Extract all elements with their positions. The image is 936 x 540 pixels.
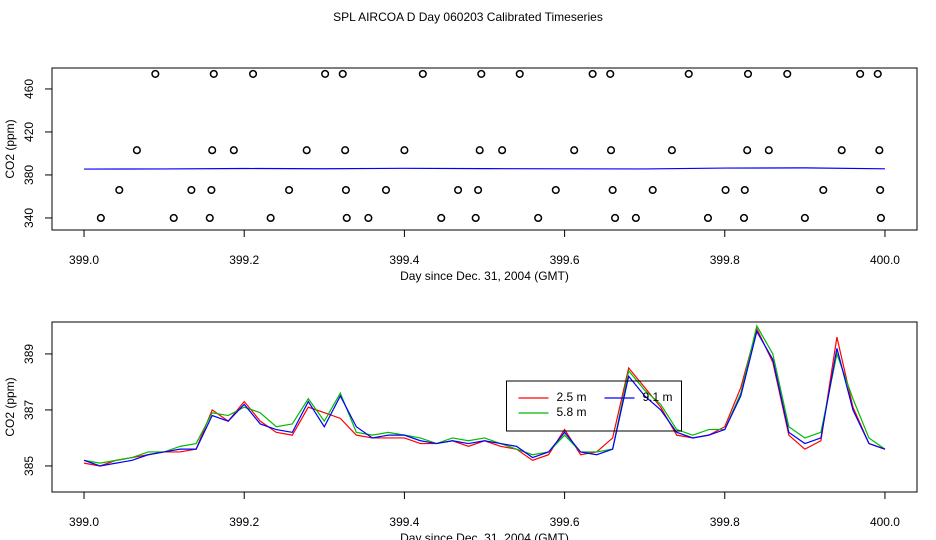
legend-label: 2.5 m bbox=[557, 390, 587, 404]
data-point bbox=[551, 185, 560, 195]
legend-label: 9.1 m bbox=[643, 390, 673, 404]
data-point bbox=[875, 146, 884, 155]
y-tick-label: 420 bbox=[22, 122, 36, 142]
data-point bbox=[229, 146, 238, 155]
data-point bbox=[631, 213, 640, 223]
data-point bbox=[96, 213, 105, 223]
data-point bbox=[703, 213, 713, 223]
plot-frame bbox=[51, 67, 918, 231]
plot-frame bbox=[51, 321, 918, 493]
data-point bbox=[208, 146, 217, 155]
data-point bbox=[739, 213, 749, 223]
data-point bbox=[285, 185, 294, 195]
data-point bbox=[515, 69, 524, 78]
data-point bbox=[400, 146, 409, 155]
data-point bbox=[474, 185, 483, 195]
data-point bbox=[454, 185, 463, 195]
data-point bbox=[856, 69, 865, 78]
data-line bbox=[84, 167, 885, 170]
data-point bbox=[800, 213, 809, 223]
data-point bbox=[248, 69, 258, 78]
data-point bbox=[302, 146, 311, 155]
legend-box bbox=[506, 380, 682, 432]
page-title: SPL AIRCOA D Day 060203 Calibrated Times… bbox=[333, 10, 603, 24]
data-point bbox=[606, 69, 615, 78]
data-point bbox=[648, 185, 657, 195]
x-tick-label: 399.8 bbox=[710, 253, 740, 267]
data-point bbox=[364, 213, 373, 223]
x-tick-label: 399.0 bbox=[69, 515, 99, 529]
data-point bbox=[266, 213, 275, 223]
x-axis-label: Day since Dec. 31, 2004 (GMT) bbox=[400, 531, 569, 540]
x-tick-label: 400.0 bbox=[870, 253, 900, 267]
data-point bbox=[471, 213, 480, 223]
data-point bbox=[611, 213, 620, 223]
data-point bbox=[341, 185, 350, 195]
y-axis-label: CO2 (ppm) bbox=[3, 119, 17, 178]
data-point bbox=[209, 69, 218, 78]
data-point bbox=[721, 185, 730, 195]
data-point bbox=[606, 146, 616, 155]
data-point bbox=[876, 185, 885, 195]
data-point bbox=[151, 69, 160, 78]
data-point bbox=[743, 69, 753, 78]
data-point bbox=[418, 69, 427, 78]
x-tick-label: 399.4 bbox=[389, 253, 419, 267]
data-point bbox=[534, 213, 543, 223]
legend-label: 5.8 m bbox=[557, 405, 587, 419]
data-point bbox=[477, 69, 486, 78]
y-tick-label: 385 bbox=[22, 456, 36, 476]
data-point bbox=[341, 146, 350, 155]
data-point bbox=[764, 146, 773, 155]
data-point bbox=[876, 213, 886, 223]
data-point bbox=[570, 146, 579, 155]
data-point bbox=[743, 146, 752, 155]
y-axis-label: CO2 (ppm) bbox=[3, 377, 17, 436]
y-tick-label: 389 bbox=[22, 344, 36, 364]
data-point bbox=[819, 185, 828, 195]
data-point bbox=[437, 213, 446, 223]
data-point bbox=[342, 213, 351, 223]
data-point bbox=[873, 69, 882, 78]
data-point bbox=[837, 146, 846, 155]
data-point bbox=[187, 185, 196, 195]
y-tick-label: 387 bbox=[22, 400, 36, 420]
data-point bbox=[321, 69, 330, 78]
data-point bbox=[667, 146, 676, 155]
x-axis-label: Day since Dec. 31, 2004 (GMT) bbox=[400, 269, 569, 283]
data-point bbox=[132, 146, 141, 155]
data-line bbox=[83, 329, 886, 467]
data-point bbox=[381, 185, 391, 195]
data-point bbox=[783, 69, 792, 78]
data-line bbox=[83, 324, 886, 464]
data-point bbox=[169, 213, 178, 223]
x-tick-label: 399.2 bbox=[229, 253, 259, 267]
y-tick-label: 380 bbox=[22, 165, 36, 185]
data-point bbox=[207, 185, 216, 195]
x-tick-label: 399.6 bbox=[550, 253, 580, 267]
y-tick-label: 460 bbox=[22, 79, 36, 99]
x-tick-label: 399.0 bbox=[69, 253, 99, 267]
x-tick-label: 399.6 bbox=[550, 515, 580, 529]
x-tick-label: 399.2 bbox=[229, 515, 259, 529]
data-point bbox=[115, 185, 124, 195]
data-point bbox=[740, 185, 749, 195]
data-line bbox=[83, 327, 886, 467]
x-tick-label: 399.4 bbox=[389, 515, 419, 529]
data-point bbox=[338, 69, 347, 78]
x-tick-label: 399.8 bbox=[710, 515, 740, 529]
y-tick-label: 340 bbox=[22, 208, 36, 228]
data-point bbox=[608, 185, 617, 195]
data-point bbox=[588, 69, 597, 78]
data-point bbox=[475, 146, 484, 155]
x-tick-label: 400.0 bbox=[870, 515, 900, 529]
data-point bbox=[498, 146, 507, 155]
data-point bbox=[684, 69, 693, 78]
data-point bbox=[205, 213, 214, 223]
